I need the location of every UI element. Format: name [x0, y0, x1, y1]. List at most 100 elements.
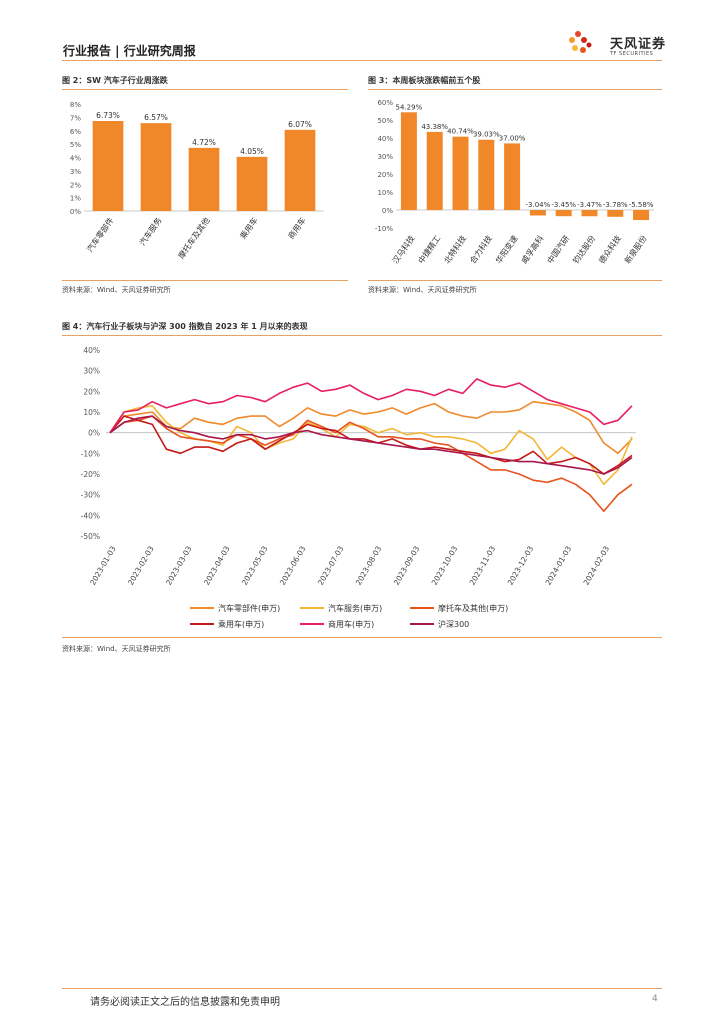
logo-mark-icon — [569, 31, 592, 53]
fig4-xtick-label: 2023-03-03 — [164, 544, 194, 586]
fig3-bar — [607, 210, 624, 217]
figure3-chart: -10% 0% 10% 20% 30% 40% 50% 60%54.29% 汉马科技 43.38%… — [375, 99, 654, 265]
fig3-category-label: 中国汽研 — [545, 233, 572, 265]
fig3-data-label: 43.38% — [421, 123, 448, 131]
fig4-xtick-label: 2023-12-03 — [506, 544, 536, 586]
figure2-source: 资料来源：Wind、天风证券研究所 — [62, 286, 171, 294]
fig4-legend-label: 商用车(申万) — [328, 619, 374, 629]
fig2-ytick-label: 2% — [70, 181, 81, 189]
page-number: 4 — [652, 994, 658, 1004]
fig4-ytick-label: -20% — [81, 470, 100, 479]
figure3-source: 资料来源：Wind、天风证券研究所 — [368, 286, 477, 294]
fig2-ytick-label: 3% — [70, 168, 81, 176]
fig3-bar — [426, 131, 443, 210]
fig2-data-label: 4.05% — [240, 147, 264, 156]
fig3-category-label: 北特科技 — [442, 233, 469, 265]
fig2-data-label: 4.72% — [192, 138, 216, 147]
fig4-series-line — [109, 378, 633, 434]
fig3-bar — [478, 139, 495, 210]
fig4-series-line — [109, 400, 633, 455]
fig2-data-label: 6.57% — [144, 113, 168, 122]
fig3-ytick-label: 20% — [377, 171, 393, 179]
fig3-bar — [555, 210, 572, 217]
figure3-top-rule — [368, 89, 662, 90]
fig2-bar — [188, 147, 220, 211]
fig3-ytick-label: 0% — [382, 207, 393, 215]
fig3-data-label: -5.58% — [629, 201, 654, 209]
fig3-data-label: -3.04% — [526, 201, 551, 209]
fig3-category-label: 威孚高科 — [519, 233, 546, 265]
fig4-legend-label: 摩托车及其他(申万) — [438, 603, 508, 613]
figure2-bottom-rule — [62, 280, 348, 281]
fig3-data-label: 40.74% — [447, 128, 474, 136]
figure4-top-rule — [62, 335, 662, 336]
fig4-ytick-label: 20% — [83, 387, 100, 396]
fig4-xtick-label: 2023-06-03 — [278, 544, 308, 586]
fig4-ytick-label: 10% — [83, 408, 100, 417]
fig3-bar — [400, 112, 417, 210]
fig4-xtick-label: 2023-01-03 — [88, 544, 118, 586]
fig3-data-label: 37.00% — [499, 134, 526, 142]
fig2-bar — [284, 129, 316, 211]
fig2-bar — [236, 156, 268, 211]
figure3-title: 图 3：本周板块涨跌幅前五个股 — [368, 76, 481, 85]
fig4-ytick-label: -50% — [81, 532, 100, 541]
fig4-xtick-label: 2024-01-03 — [544, 544, 574, 586]
fig4-ytick-label: 0% — [88, 429, 100, 438]
fig2-ytick-label: 7% — [70, 114, 81, 122]
fig4-ytick-label: -30% — [81, 491, 100, 500]
fig2-ytick-label: 0% — [70, 208, 81, 216]
fig3-bar — [581, 210, 598, 217]
company-logo — [569, 31, 592, 53]
fig3-data-label: 54.29% — [396, 103, 423, 111]
fig4-legend-label: 汽车服务(申万) — [328, 603, 382, 613]
fig4-xtick-label: 2023-05-03 — [240, 544, 270, 586]
fig2-category-label: 汽车服务 — [137, 215, 164, 247]
fig3-ytick-label: -10% — [375, 225, 393, 233]
fig2-category-label: 摩托车及其他 — [176, 215, 212, 260]
fig4-xtick-label: 2023-11-03 — [468, 544, 498, 586]
fig4-ytick-label: 30% — [83, 367, 100, 376]
fig3-data-label: -3.45% — [551, 201, 576, 209]
fig4-xtick-label: 2023-09-03 — [392, 544, 422, 586]
fig4-xtick-label: 2023-02-03 — [126, 544, 156, 586]
fig4-ytick-label: -10% — [81, 449, 100, 458]
fig3-data-label: -3.78% — [603, 201, 628, 209]
fig3-bar — [504, 143, 521, 210]
fig4-series-line — [109, 405, 633, 486]
figure3-bottom-rule — [368, 280, 662, 281]
fig3-category-label: 汉马科技 — [390, 233, 417, 265]
fig3-bar — [633, 210, 650, 221]
figure2-chart: 0% 1% 2% 3% 4% 5% 6% 7% 8% 6.73% 汽车零部件 6.57% 汽车服务 4.7… — [70, 101, 324, 260]
fig2-category-label: 汽车零部件 — [85, 215, 116, 254]
fig4-series-line — [109, 415, 633, 475]
figure4-chart: -50% -40% -30% -20% -10% 0% 10% 20% 30% 40% 2023-0… — [81, 346, 636, 629]
fig2-category-label: 乘用车 — [238, 215, 260, 240]
fig2-bar — [92, 120, 124, 211]
fig3-category-label: 新泉股份 — [622, 233, 649, 265]
fig4-series-line — [109, 415, 633, 512]
figure2-title: 图 2：SW 汽车子行业周涨跌 — [62, 76, 168, 85]
fig4-legend-label: 汽车零部件(申万) — [218, 603, 280, 613]
fig2-ytick-label: 1% — [70, 195, 81, 203]
footer-divider — [62, 988, 662, 989]
header-divider — [62, 60, 662, 61]
fig4-xtick-label: 2023-04-03 — [202, 544, 232, 586]
fig3-category-label: 德众科技 — [596, 233, 623, 265]
figure2-top-rule — [62, 89, 348, 90]
fig2-data-label: 6.07% — [288, 120, 312, 129]
fig3-ytick-label: 10% — [377, 189, 393, 197]
fig4-ytick-label: -40% — [81, 511, 100, 520]
fig2-ytick-label: 5% — [70, 141, 81, 149]
logo-text-en: TF SECURITIES — [610, 51, 654, 57]
fig4-legend-label: 沪深300 — [438, 619, 469, 629]
fig2-ytick-label: 6% — [70, 128, 81, 136]
fig4-ytick-label: 40% — [83, 346, 100, 355]
fig4-series-line — [109, 415, 633, 475]
fig4-xtick-label: 2024-02-03 — [582, 544, 612, 586]
fig3-bar — [452, 136, 469, 210]
fig3-bar — [529, 210, 546, 216]
fig3-ytick-label: 60% — [377, 99, 393, 107]
fig4-xtick-label: 2023-10-03 — [430, 544, 460, 586]
fig3-category-label: 中捷精工 — [416, 233, 443, 265]
